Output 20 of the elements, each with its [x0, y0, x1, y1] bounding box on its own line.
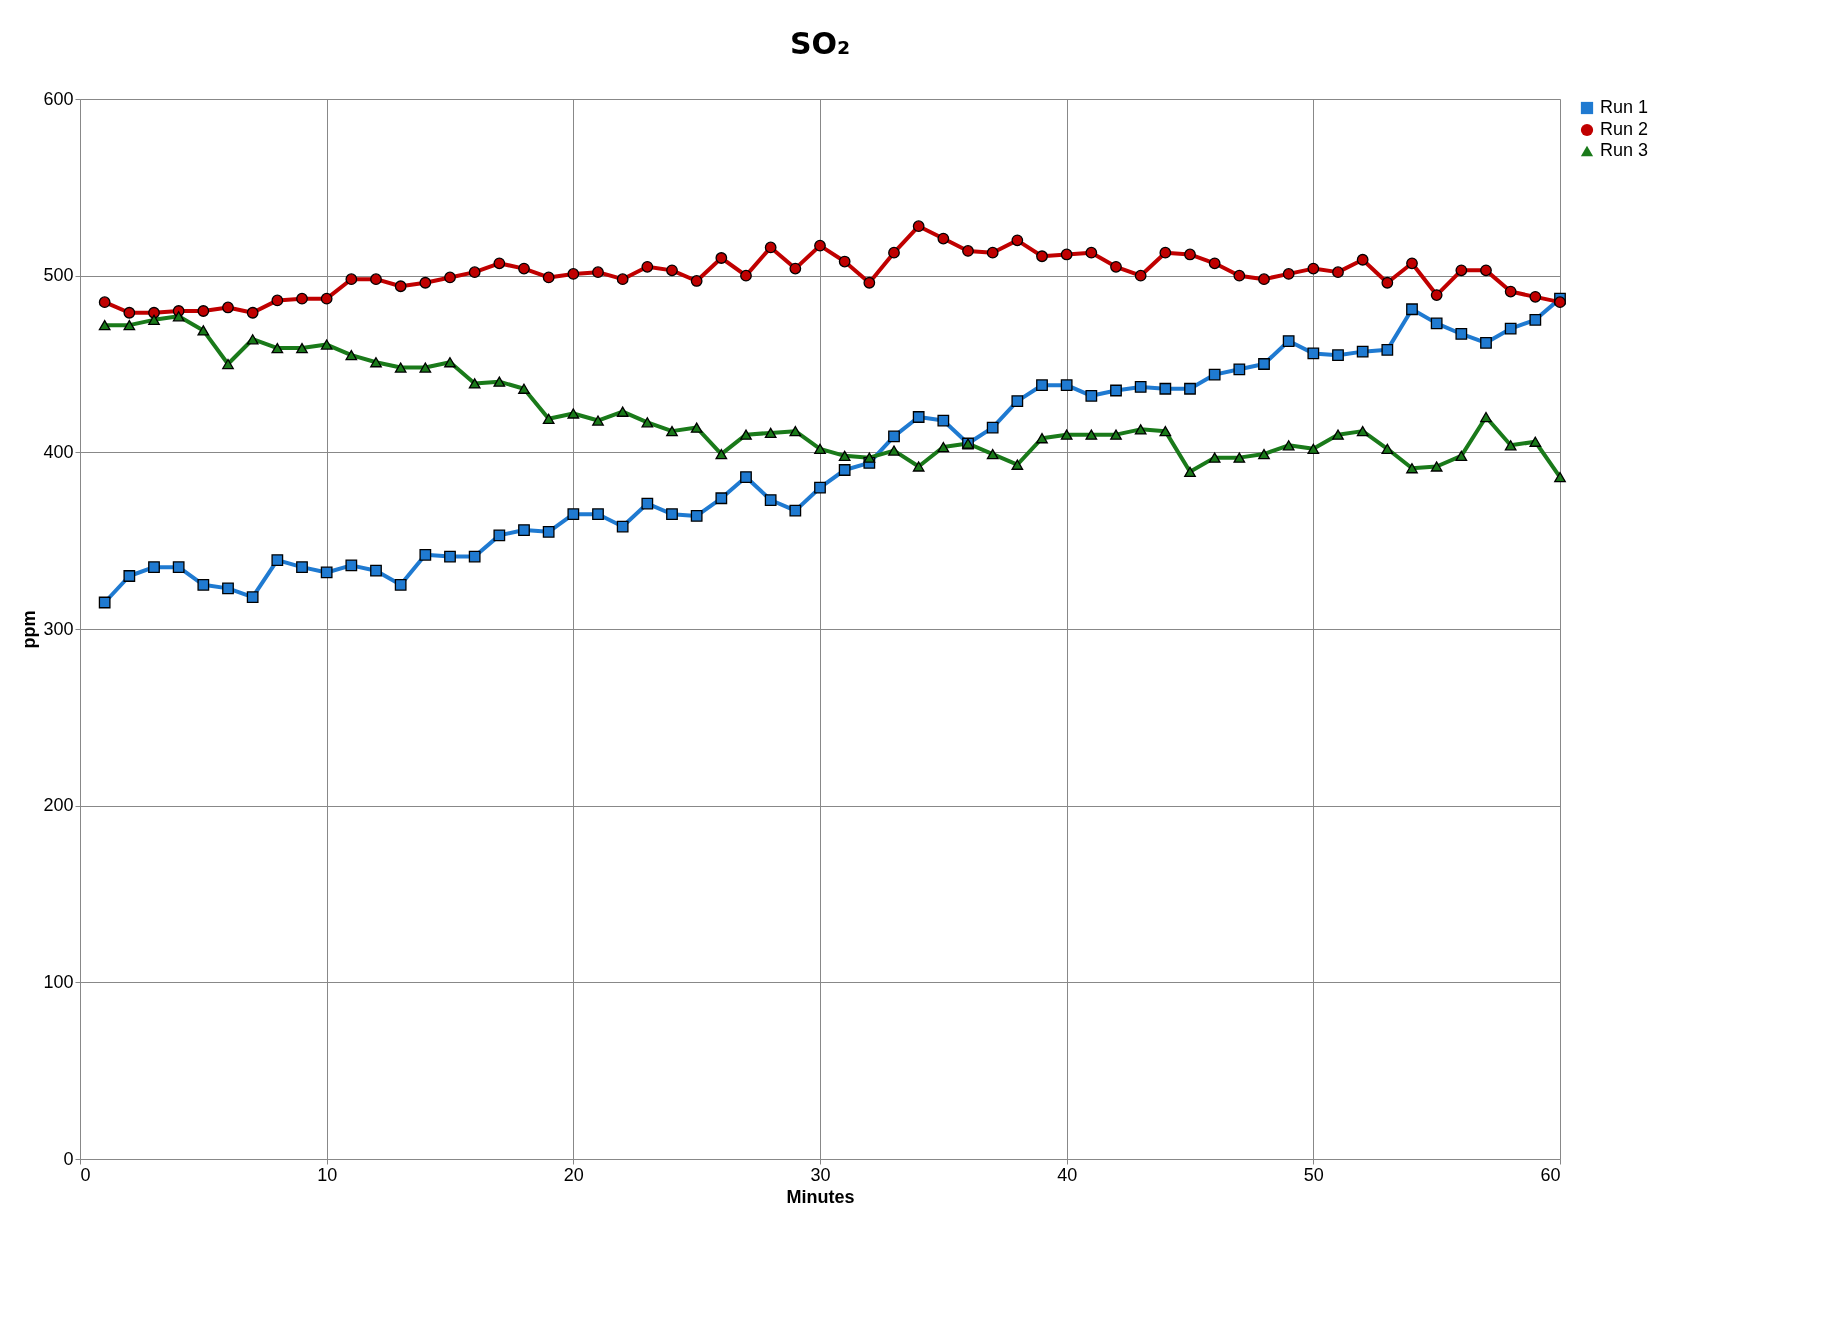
legend-label: Run 1 [1600, 97, 1649, 117]
x-tick-label: 40 [1057, 1164, 1078, 1185]
y-tick-label: 600 [43, 88, 74, 109]
x-tick-label: 50 [1303, 1164, 1324, 1185]
y-tick-label: 200 [43, 795, 74, 816]
x-tick-label: 10 [317, 1164, 338, 1185]
y-tick-label: 100 [43, 971, 74, 992]
y-tick-label: 0 [63, 1148, 74, 1169]
x-tick-label: 30 [810, 1164, 831, 1185]
x-tick-label: 60 [1540, 1164, 1561, 1185]
y-axis-title: ppm [19, 610, 40, 649]
chart-title: SO₂ [789, 26, 851, 61]
legend-label: Run 2 [1600, 119, 1649, 139]
y-tick-label: 300 [43, 618, 74, 639]
x-tick-label: 20 [563, 1164, 584, 1185]
x-tick-label: 0 [80, 1164, 91, 1185]
x-axis-title: Minutes [786, 1186, 855, 1207]
y-tick-label: 500 [43, 265, 74, 286]
legend-label: Run 3 [1600, 140, 1649, 160]
y-tick-label: 400 [43, 441, 74, 462]
